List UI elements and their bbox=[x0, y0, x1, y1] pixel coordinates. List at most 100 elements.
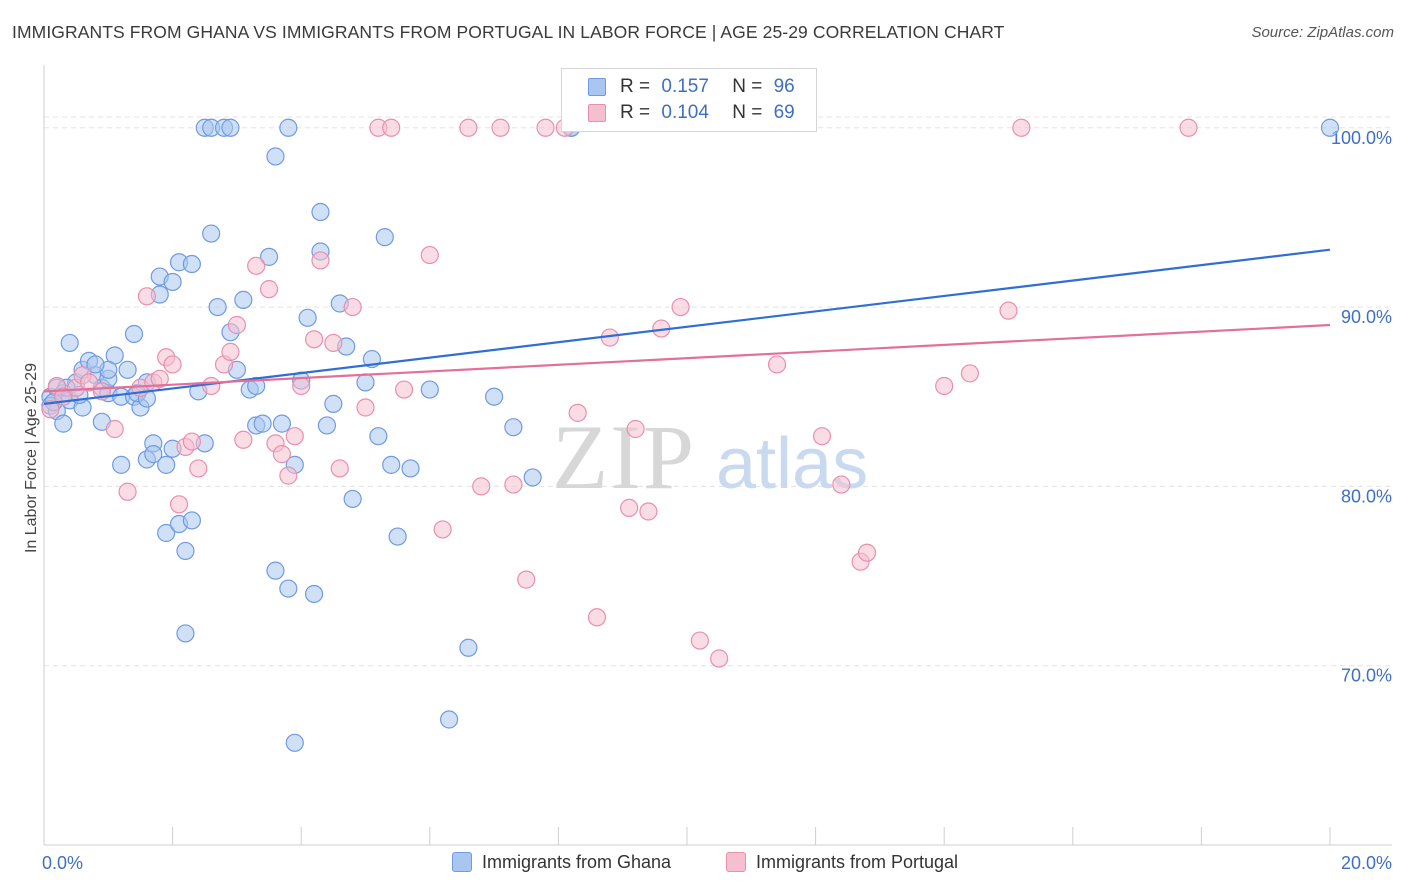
data-point-portugal bbox=[356, 398, 375, 417]
data-point-portugal bbox=[169, 495, 189, 514]
data-point-portugal bbox=[272, 445, 292, 464]
legend-n-portugal: 69 bbox=[773, 102, 795, 123]
data-point-portugal bbox=[587, 608, 607, 627]
data-point-ghana bbox=[221, 118, 240, 137]
data-point-ghana bbox=[298, 308, 317, 327]
x-tick-label-min: 0.0% bbox=[42, 853, 83, 873]
data-point-portugal bbox=[832, 475, 851, 494]
data-point-ghana bbox=[124, 324, 144, 344]
data-point-ghana bbox=[317, 416, 337, 435]
data-point-portugal bbox=[259, 280, 279, 299]
data-point-ghana bbox=[279, 579, 298, 598]
data-point-portugal bbox=[394, 380, 414, 399]
data-point-portugal bbox=[118, 482, 137, 501]
trend-line-ghana bbox=[43, 248, 1331, 405]
legend-r-label: R = bbox=[620, 76, 651, 97]
legend-r-label: R = bbox=[620, 102, 651, 123]
data-point-portugal bbox=[279, 466, 298, 485]
trend-lines bbox=[43, 248, 1331, 405]
data-point-ghana bbox=[157, 523, 176, 543]
data-point-ghana bbox=[272, 414, 292, 433]
data-point-ghana bbox=[176, 541, 195, 561]
data-point-portugal bbox=[1012, 118, 1031, 137]
data-point-portugal bbox=[227, 315, 246, 335]
data-point-ghana bbox=[176, 624, 195, 643]
data-point-ghana bbox=[202, 224, 221, 243]
data-point-portugal bbox=[710, 649, 729, 668]
data-point-portugal bbox=[690, 631, 709, 650]
data-point-ghana bbox=[163, 272, 182, 292]
legend-n-ghana: 96 bbox=[773, 76, 795, 97]
source-credit: Source: ZipAtlas.com bbox=[1251, 24, 1394, 41]
y-tick-label: 80.0% bbox=[1341, 486, 1392, 506]
data-point-ghana bbox=[112, 455, 131, 474]
data-point-ghana bbox=[279, 118, 298, 137]
y-tick-label: 90.0% bbox=[1341, 307, 1392, 327]
data-point-ghana bbox=[1320, 118, 1340, 137]
data-point-ghana bbox=[234, 290, 253, 309]
data-point-ghana bbox=[208, 297, 227, 317]
data-point-portugal bbox=[935, 376, 954, 396]
data-point-portugal bbox=[221, 342, 240, 361]
legend-swatch-ghana bbox=[588, 78, 606, 96]
data-point-ghana bbox=[485, 387, 504, 406]
bottom-legend-portugal: Immigrants from Portugal bbox=[726, 852, 958, 876]
data-point-portugal bbox=[189, 459, 208, 478]
data-point-ghana bbox=[86, 355, 105, 374]
y-tick-label: 100.0% bbox=[1331, 128, 1392, 148]
data-point-ghana bbox=[324, 394, 343, 413]
data-point-ghana bbox=[369, 427, 388, 446]
bottom-legend-ghana: Immigrants from Ghana bbox=[452, 852, 671, 876]
data-point-portugal bbox=[433, 520, 452, 539]
data-point-ghana bbox=[182, 511, 201, 530]
legend-text-ghana: R = 0.157 N = 96 bbox=[620, 76, 795, 98]
data-point-portugal bbox=[639, 502, 658, 521]
data-point-portugal bbox=[247, 256, 266, 275]
data-point-portugal bbox=[536, 118, 555, 137]
legend-r-portugal: 0.104 bbox=[661, 102, 709, 123]
bottom-legend-label-ghana: Immigrants from Ghana bbox=[482, 852, 672, 872]
data-point-portugal bbox=[671, 297, 690, 317]
data-point-ghana bbox=[182, 254, 201, 274]
bottom-legend-swatch-ghana bbox=[452, 852, 472, 872]
data-point-portugal bbox=[79, 373, 99, 392]
data-point-portugal bbox=[382, 118, 401, 137]
data-point-portugal bbox=[420, 245, 439, 265]
watermark: ZIP atlas bbox=[552, 406, 868, 508]
watermark-zip: ZIP bbox=[552, 406, 696, 508]
data-point-ghana bbox=[266, 147, 285, 166]
data-point-portugal bbox=[41, 400, 60, 419]
data-point-portugal bbox=[343, 297, 362, 317]
axis-ticks: 70.0% 80.0% 90.0% 100.0% 0.0% 20.0% bbox=[42, 128, 1392, 873]
chart-title: IMMIGRANTS FROM GHANA VS IMMIGRANTS FROM… bbox=[12, 22, 1005, 42]
bottom-legend-swatch-portugal bbox=[726, 852, 746, 872]
data-point-portugal bbox=[857, 543, 877, 562]
bottom-legend-label-portugal: Immigrants from Portugal bbox=[756, 852, 959, 872]
data-point-ghana bbox=[459, 638, 478, 657]
data-point-portugal bbox=[150, 369, 169, 388]
data-point-portugal bbox=[812, 427, 832, 446]
data-point-portugal bbox=[960, 364, 980, 383]
data-point-portugal bbox=[626, 419, 645, 439]
data-point-portugal bbox=[105, 419, 124, 439]
data-point-portugal bbox=[324, 333, 343, 353]
data-point-portugal bbox=[330, 459, 349, 478]
data-point-portugal bbox=[459, 118, 478, 137]
y-axis-label: In Labor Force | Age 25-29 bbox=[23, 363, 40, 553]
legend-n-label: N = bbox=[732, 102, 763, 123]
data-point-ghana bbox=[375, 228, 394, 247]
data-point-portugal bbox=[999, 301, 1018, 320]
data-point-ghana bbox=[304, 584, 324, 604]
data-point-ghana bbox=[343, 489, 362, 509]
data-point-ghana bbox=[266, 561, 285, 580]
data-point-ghana bbox=[439, 710, 459, 729]
data-point-ghana bbox=[382, 455, 401, 474]
data-point-portugal bbox=[504, 475, 523, 494]
data-point-ghana bbox=[401, 459, 420, 478]
data-point-portugal bbox=[137, 287, 156, 306]
data-point-portugal bbox=[620, 498, 639, 517]
data-point-ghana bbox=[54, 414, 73, 433]
data-point-portugal bbox=[182, 432, 201, 451]
legend-r-ghana: 0.157 bbox=[661, 76, 709, 97]
